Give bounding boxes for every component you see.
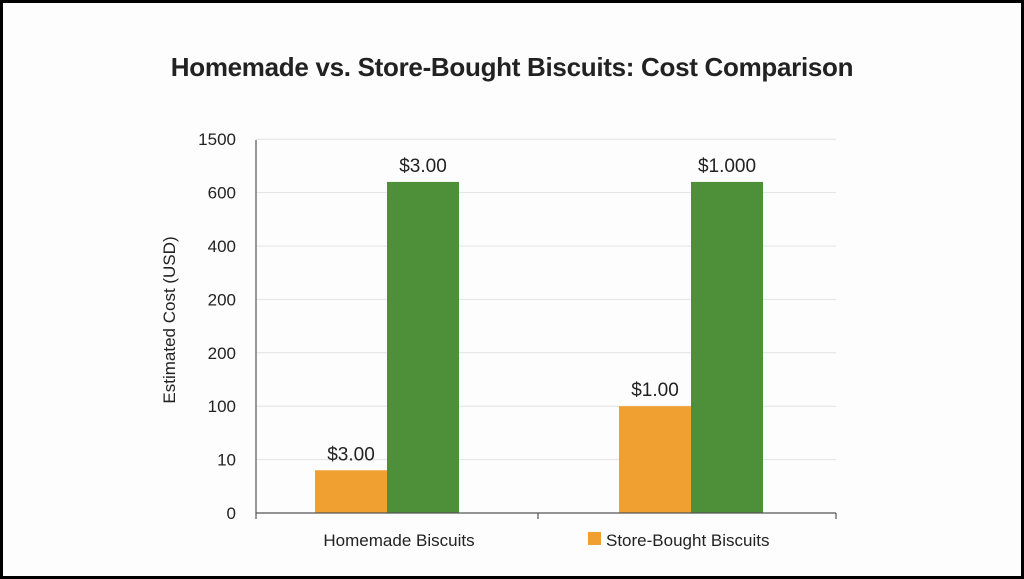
legend: Store-Bought Biscuits: [588, 531, 769, 550]
data-label: $3.00: [399, 156, 447, 177]
y-tick-label: 200: [208, 290, 236, 309]
y-tick-label: 1500: [198, 130, 236, 149]
y-tick-label: 400: [208, 237, 236, 256]
y-axis-ticks: 0 10 100 200 200 400 600 1500: [198, 130, 236, 523]
axes: [255, 140, 837, 519]
y-tick-label: 100: [208, 397, 236, 416]
legend-swatch: [588, 532, 601, 545]
bar: [387, 181, 459, 514]
y-tick-label: 10: [217, 451, 236, 470]
y-tick-label: 600: [208, 184, 236, 203]
y-tick-label: 200: [208, 344, 236, 363]
data-label: $1.000: [698, 156, 756, 177]
bar: [619, 406, 691, 513]
category-label: Homemade Biscuits: [323, 531, 474, 550]
y-tick-label: 0: [227, 504, 236, 523]
legend-label: Store-Bought Biscuits: [606, 531, 769, 550]
bars: [315, 181, 763, 514]
category-labels: Homemade Biscuits: [323, 531, 474, 550]
data-label: $3.00: [327, 444, 375, 465]
bar: [691, 181, 763, 514]
bar: [315, 470, 387, 513]
data-labels: $3.00 $3.00 $1.00 $1.000: [327, 156, 756, 465]
y-axis-label: Estimated Cost (USD): [160, 236, 179, 403]
chart-title: Homemade vs. Store-Bought Biscuits: Cost…: [170, 52, 854, 82]
data-label: $1.00: [631, 380, 679, 401]
